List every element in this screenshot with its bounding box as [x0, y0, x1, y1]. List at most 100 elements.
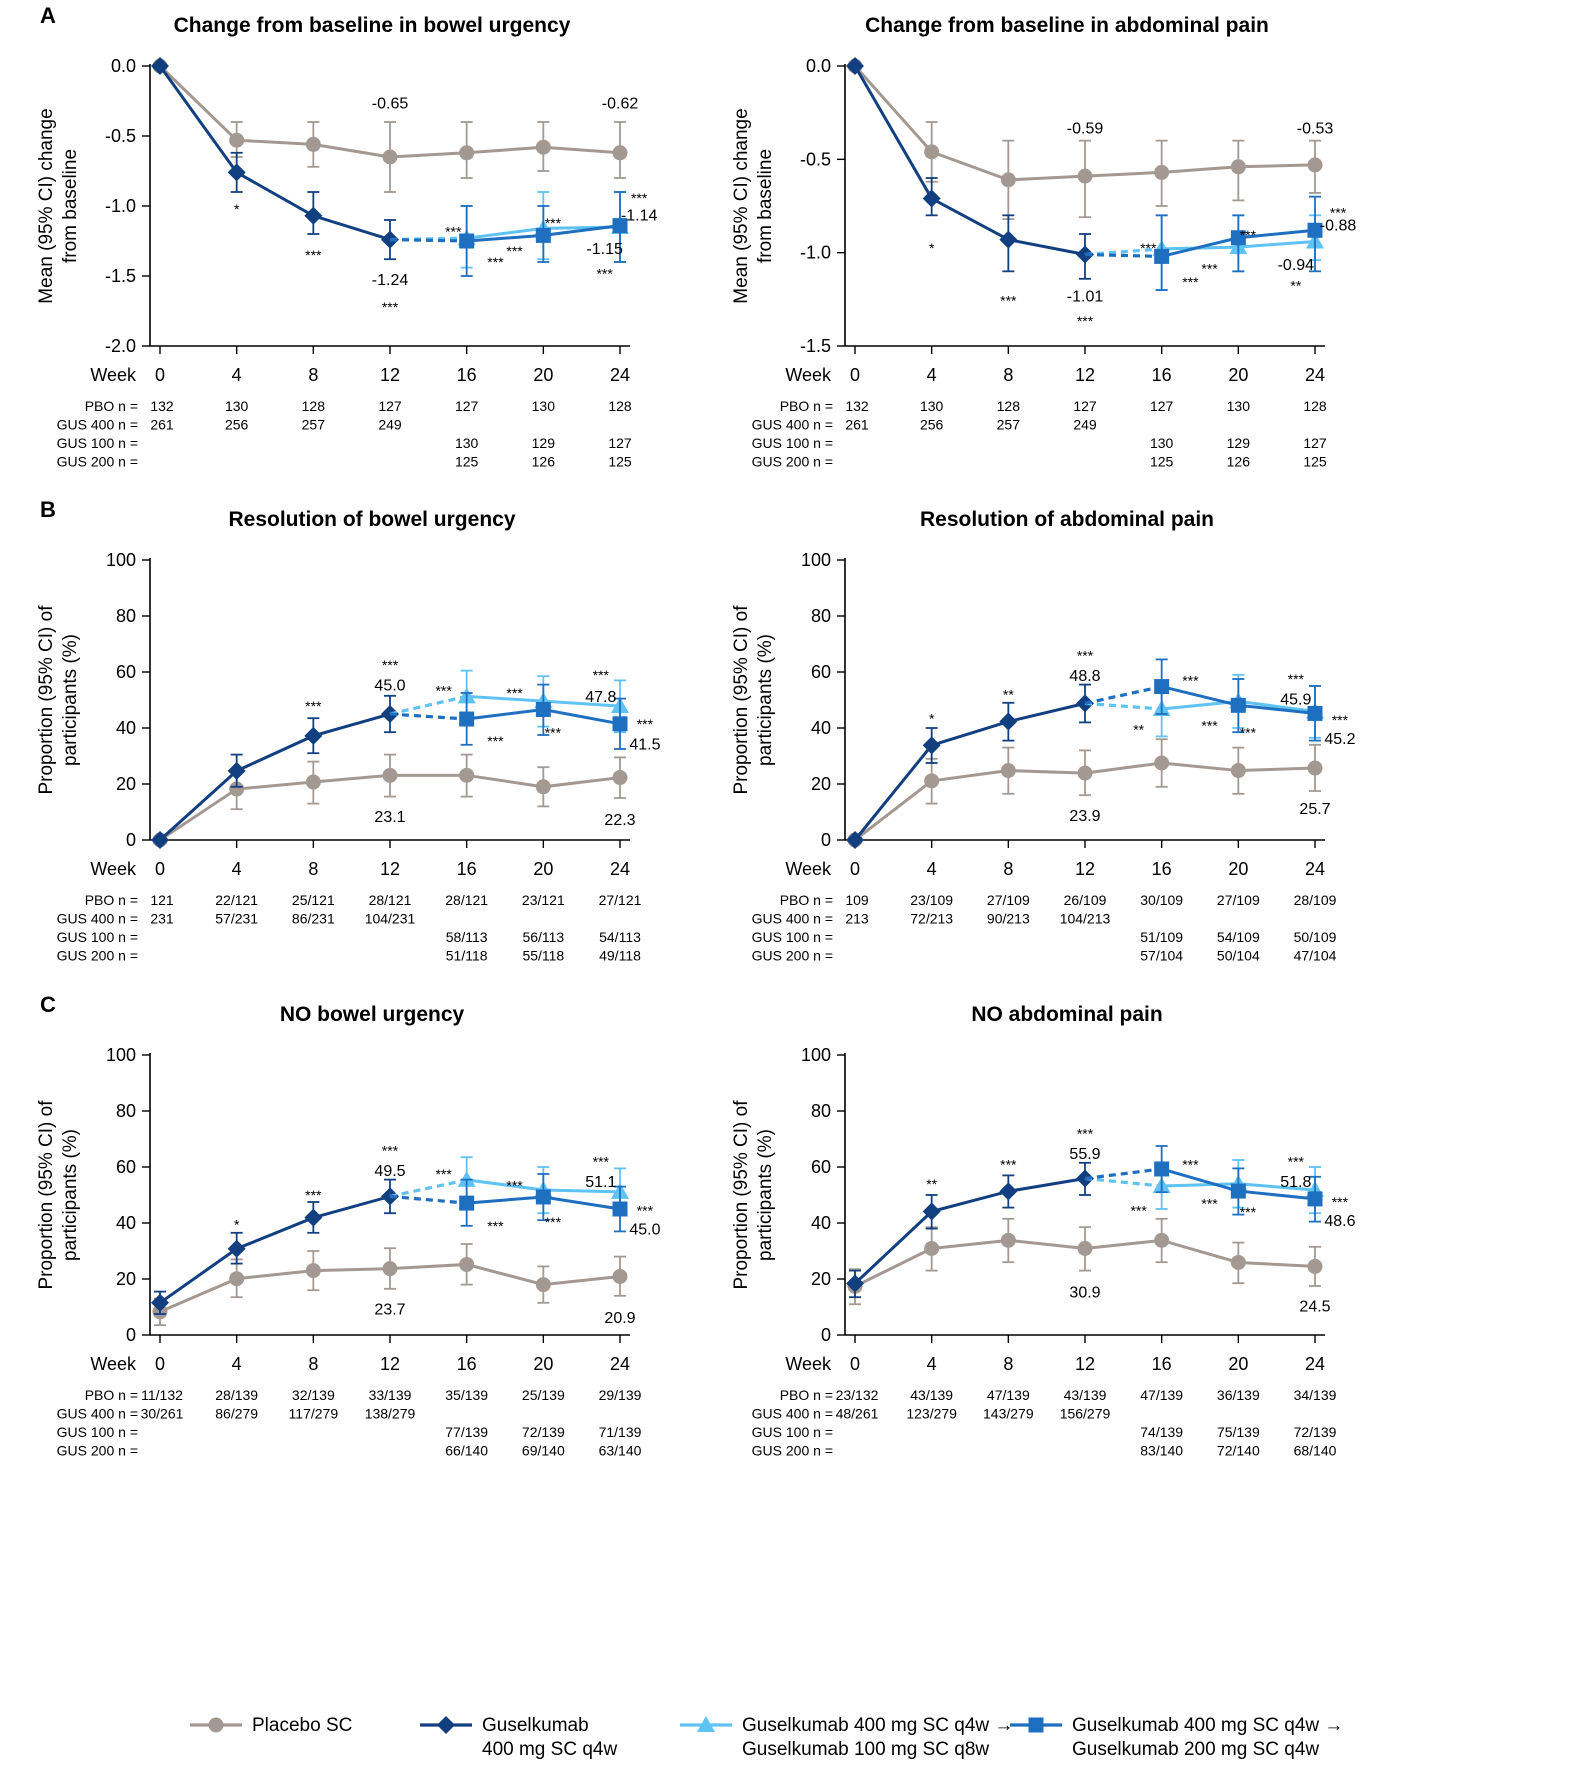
data-point	[382, 1261, 398, 1277]
n-row-label: PBO n =	[85, 398, 138, 414]
data-point	[1000, 172, 1016, 188]
data-point	[1154, 755, 1170, 771]
y-tick-label: 20	[116, 1269, 136, 1289]
significance-marker: ***	[435, 1166, 452, 1182]
significance-marker: ***	[506, 1177, 523, 1193]
significance-marker: ***	[382, 299, 399, 315]
series-3	[389, 683, 628, 750]
y-tick-label: 60	[116, 662, 136, 682]
x-tick-label: 20	[1228, 1354, 1248, 1374]
significance-marker: ***	[637, 716, 654, 732]
y-tick-label: -0.5	[800, 149, 831, 169]
y-axis-label-line: participants (%)	[60, 634, 81, 766]
data-label: 51.8	[1280, 1174, 1311, 1191]
y-tick-label: 60	[811, 662, 831, 682]
x-tick-label: 8	[1003, 365, 1013, 385]
n-count: 127	[1150, 398, 1174, 414]
x-tick-label: 24	[1305, 1354, 1325, 1374]
data-point	[1154, 164, 1170, 180]
data-label: 24.5	[1299, 1299, 1330, 1316]
n-count: 71/139	[599, 1424, 642, 1440]
y-tick-label: -1.0	[800, 243, 831, 263]
n-count: 47/139	[1140, 1387, 1183, 1403]
significance-marker: ***	[1182, 274, 1199, 290]
data-point	[1307, 1191, 1323, 1207]
y-tick-label: 40	[116, 1213, 136, 1233]
data-label: -0.62	[602, 95, 639, 112]
n-count: 126	[1227, 454, 1251, 470]
data-point	[1307, 760, 1323, 776]
n-count: 127	[455, 398, 479, 414]
n-count: 27/109	[1217, 892, 1260, 908]
data-point	[229, 132, 245, 148]
data-point	[382, 767, 398, 783]
x-tick-label: 24	[1305, 365, 1325, 385]
x-tick-label: 8	[308, 365, 318, 385]
series-line	[158, 712, 391, 842]
n-count: 109	[845, 892, 869, 908]
series-line	[159, 1194, 391, 1305]
data-point	[459, 233, 475, 249]
n-count: 27/121	[599, 892, 642, 908]
data-label: -1.15	[586, 241, 623, 258]
n-count: 28/109	[1294, 892, 1337, 908]
data-point	[1154, 1232, 1170, 1248]
significance-marker: ***	[1330, 205, 1347, 221]
n-count: 128	[608, 398, 632, 414]
significance-marker: ***	[1182, 673, 1199, 689]
data-label: 48.6	[1324, 1213, 1355, 1230]
legend-item-2: Guselkumab 400 mg SC q4w → Guselkumab 100…	[680, 1715, 1013, 1760]
n-count: 28/121	[369, 892, 412, 908]
data-point	[1154, 1161, 1170, 1177]
y-tick-label: 40	[116, 718, 136, 738]
x-tick-label: 24	[610, 859, 630, 879]
n-count: 125	[1303, 454, 1327, 470]
data-point	[229, 781, 245, 797]
y-axis-label-line: Proportion (95% CI) of	[731, 1100, 752, 1290]
y-tick-label: 0	[126, 1325, 136, 1345]
data-point	[1000, 1232, 1016, 1248]
data-point	[1077, 168, 1093, 184]
data-point	[999, 1182, 1018, 1201]
x-tick-label: 16	[1152, 859, 1172, 879]
n-count: 68/140	[1294, 1443, 1337, 1459]
legend-marker	[697, 1716, 715, 1732]
x-tick-label: 12	[1075, 365, 1095, 385]
n-row-label: PBO n =	[780, 892, 833, 908]
n-count: 121	[150, 892, 174, 908]
data-point	[612, 1201, 628, 1217]
data-label: 45.0	[374, 678, 405, 695]
n-count: 36/139	[1217, 1387, 1260, 1403]
n-count: 49/118	[599, 948, 641, 964]
y-tick-label: 80	[811, 606, 831, 626]
x-tick-label: 16	[1152, 365, 1172, 385]
y-tick-label: 80	[116, 1101, 136, 1121]
n-row-label: GUS 200 n =	[57, 1443, 138, 1459]
panel-letter: C	[40, 992, 56, 1017]
y-axis-label: Proportion (95% CI) of participants (%)	[731, 1100, 776, 1290]
legend-label: Guselkumab 100 mg SC q8w	[742, 1739, 989, 1760]
panel-1: Change from baseline in abdominal pain 0.…	[731, 14, 1356, 470]
data-point	[612, 1268, 628, 1284]
data-label: 22.3	[604, 812, 635, 829]
series-bridge-dashed	[1084, 252, 1162, 258]
significance-marker: *	[234, 201, 240, 217]
n-count: 47/104	[1294, 948, 1337, 964]
data-point	[535, 1277, 551, 1293]
significance-marker: ***	[506, 685, 523, 701]
n-row-label: PBO n =	[780, 1387, 833, 1403]
data-point	[924, 773, 940, 789]
data-label: -1.01	[1067, 289, 1104, 306]
legend-marker	[437, 1716, 455, 1734]
y-tick-label: 80	[116, 606, 136, 626]
data-label: 30.9	[1069, 1285, 1100, 1302]
y-axis-label-line: participants (%)	[755, 634, 776, 766]
n-count: 213	[845, 911, 869, 927]
series-0	[152, 58, 628, 193]
n-row-label: GUS 100 n =	[752, 435, 833, 451]
significance-marker: ***	[487, 733, 504, 749]
data-point	[924, 1240, 940, 1256]
x-tick-label: 12	[1075, 1354, 1095, 1374]
data-point	[227, 761, 246, 780]
